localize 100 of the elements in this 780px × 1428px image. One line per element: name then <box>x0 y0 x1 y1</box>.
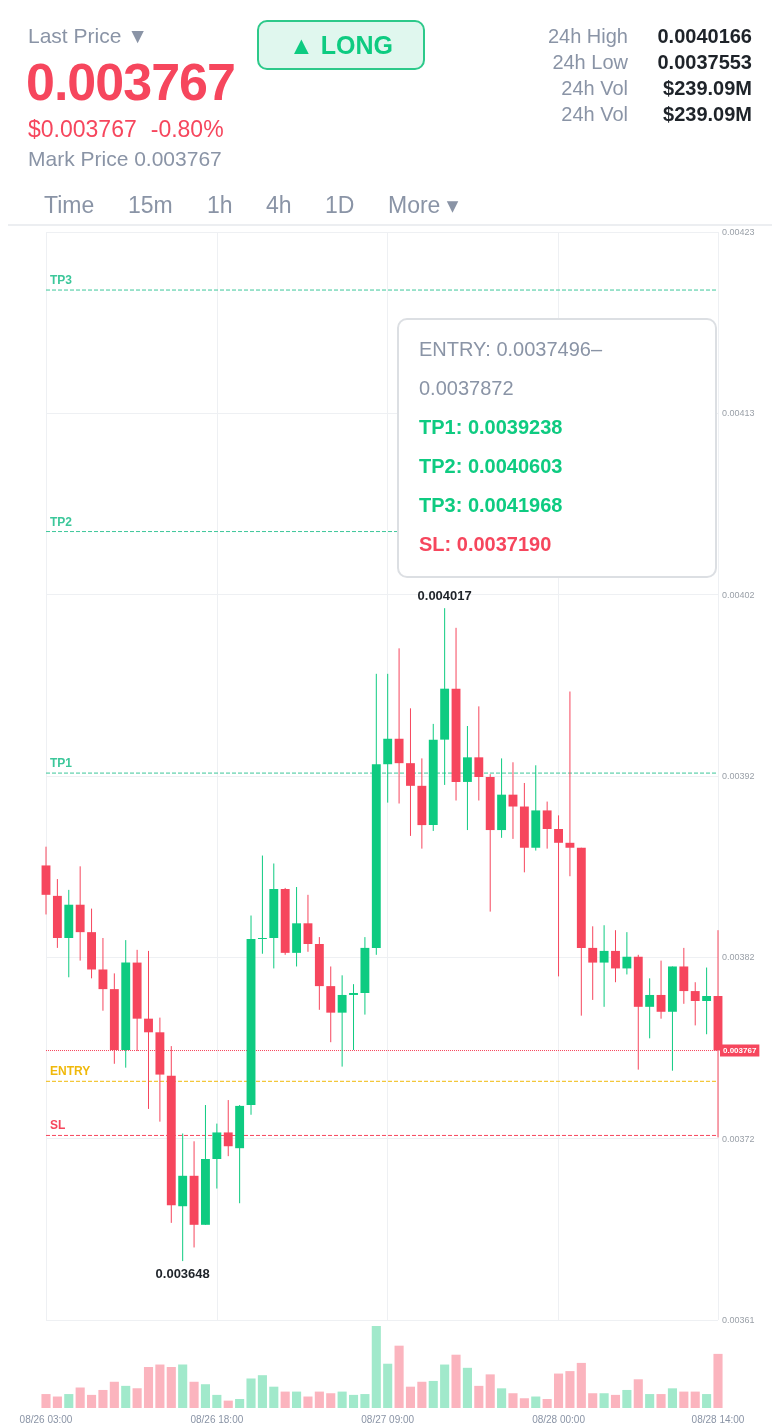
annotation: SL: 0.0037190 <box>419 532 553 557</box>
annotation: TP1: 0.0039238 <box>419 415 564 440</box>
candlestick <box>508 761 518 840</box>
candlestick <box>337 974 347 1068</box>
bar <box>497 1388 507 1408</box>
ref-line-label: TP3 <box>50 273 73 288</box>
ref-line-label: 0.003767 <box>723 1046 757 1056</box>
bar <box>428 1380 438 1408</box>
ref-line-label: TP1 <box>50 756 73 771</box>
bar <box>405 1386 416 1408</box>
bar <box>64 1394 74 1408</box>
candlestick <box>702 967 712 1035</box>
bar <box>75 1387 85 1408</box>
bar <box>87 1394 97 1408</box>
bar <box>713 1353 723 1408</box>
text: $239.09M <box>663 77 752 99</box>
bar <box>679 1391 689 1408</box>
bar <box>98 1389 108 1408</box>
bar <box>599 1393 609 1408</box>
text: Time <box>44 192 95 219</box>
text: Mark Price 0.003767 <box>28 147 222 171</box>
x-tick-label: 08/26 03:00 <box>19 1413 73 1425</box>
text: 24h Low <box>552 51 628 73</box>
bar <box>519 1398 529 1408</box>
text: Last Price ▼ <box>28 24 148 48</box>
bar <box>667 1388 677 1408</box>
x-tick-label: 08/26 18:00 <box>190 1413 244 1425</box>
annotation: TP2: 0.0040603 <box>419 454 564 479</box>
ref-line-label: SL <box>50 1118 66 1133</box>
bar <box>383 1363 393 1408</box>
candlestick <box>645 977 655 1039</box>
bar <box>200 1384 211 1408</box>
candlestick <box>554 814 563 977</box>
bar <box>280 1391 290 1408</box>
text: 0.003767 <box>26 52 235 112</box>
bar <box>212 1394 222 1408</box>
bar <box>155 1364 165 1408</box>
text: More ▾ <box>388 192 459 219</box>
bar <box>143 1367 154 1408</box>
bar <box>371 1326 381 1408</box>
bar <box>565 1371 575 1408</box>
bar <box>656 1394 666 1408</box>
y-tick-label: 0.00423 <box>722 227 755 237</box>
annotation: 0.004017 <box>417 588 472 604</box>
bar <box>348 1394 359 1408</box>
bar <box>189 1381 199 1408</box>
bar <box>542 1398 552 1408</box>
long-button: ▲ LONG <box>257 20 425 70</box>
text: 1D <box>325 192 355 219</box>
bar <box>303 1396 313 1408</box>
candlestick <box>690 981 700 1026</box>
candlestick <box>565 691 575 877</box>
bar <box>485 1374 495 1408</box>
bar <box>702 1394 712 1408</box>
annotation: TP3: 0.0041968 <box>419 493 564 518</box>
text: 0.0037553 <box>657 51 752 73</box>
candlestick <box>588 925 598 1001</box>
bar <box>337 1391 347 1408</box>
bar <box>269 1386 279 1408</box>
candlestick <box>656 960 666 1020</box>
x-tick-label: 08/27 09:00 <box>361 1413 415 1425</box>
candlestick <box>611 929 620 983</box>
text: 0.0040166 <box>657 25 752 47</box>
candlestick <box>303 894 313 953</box>
text: 24h High <box>547 25 628 47</box>
y-tick-label: 0.00392 <box>722 771 755 782</box>
bar <box>690 1391 700 1408</box>
bar <box>178 1364 188 1408</box>
bar <box>235 1398 245 1408</box>
bar <box>246 1378 256 1408</box>
bar <box>314 1391 324 1408</box>
bar <box>588 1393 598 1408</box>
bar <box>474 1385 484 1408</box>
x-tick-label: 08/28 00:00 <box>532 1413 586 1425</box>
bar <box>292 1391 302 1408</box>
bar <box>622 1389 632 1408</box>
bar <box>508 1393 518 1408</box>
candlestick <box>98 937 108 1012</box>
bar <box>360 1394 370 1408</box>
candlestick <box>349 983 358 1051</box>
bar <box>121 1385 131 1408</box>
text: 24h Vol <box>561 77 628 99</box>
bar <box>440 1364 450 1408</box>
annotation: ENTRY: 0.0037496–0.0037872 <box>419 337 604 401</box>
bar <box>610 1394 621 1408</box>
ref-line-label: ENTRY <box>50 1064 91 1079</box>
candlestick <box>257 855 267 955</box>
bar <box>417 1381 427 1408</box>
y-tick-label: 0.00372 <box>722 1133 755 1144</box>
candlestick <box>406 707 415 837</box>
candlestick <box>599 924 609 1008</box>
text: $0.003767 <box>28 116 137 142</box>
bar <box>462 1367 472 1408</box>
candlestick <box>622 931 632 975</box>
bar <box>326 1393 336 1408</box>
text: 1h <box>207 192 233 219</box>
y-tick-label: 0.00413 <box>722 408 755 419</box>
text: 15m <box>128 192 173 219</box>
bar <box>223 1400 233 1408</box>
bar <box>257 1375 267 1408</box>
